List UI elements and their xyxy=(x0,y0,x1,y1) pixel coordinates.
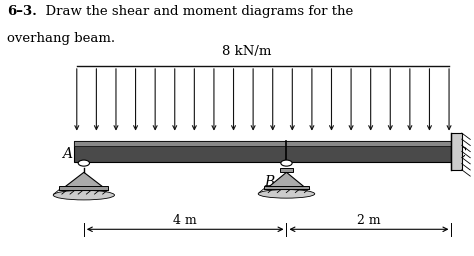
Polygon shape xyxy=(269,172,304,187)
Text: A: A xyxy=(62,147,72,161)
Bar xyxy=(59,186,109,189)
Circle shape xyxy=(78,160,90,166)
Ellipse shape xyxy=(53,190,115,200)
Text: overhang beam.: overhang beam. xyxy=(7,32,115,45)
Text: B: B xyxy=(264,175,275,189)
Circle shape xyxy=(281,160,292,166)
Bar xyxy=(74,141,451,146)
Bar xyxy=(280,168,293,172)
Bar xyxy=(74,141,451,162)
Text: C: C xyxy=(455,147,466,161)
Ellipse shape xyxy=(258,189,315,198)
Text: 8 kN/m: 8 kN/m xyxy=(222,45,271,58)
Text: Draw the shear and moment diagrams for the: Draw the shear and moment diagrams for t… xyxy=(36,5,353,18)
Bar xyxy=(451,133,462,170)
Text: 4 m: 4 m xyxy=(173,214,197,227)
Text: 6–3.: 6–3. xyxy=(7,5,37,18)
Polygon shape xyxy=(64,172,104,187)
Text: 2 m: 2 m xyxy=(357,214,381,227)
Bar xyxy=(264,186,309,189)
